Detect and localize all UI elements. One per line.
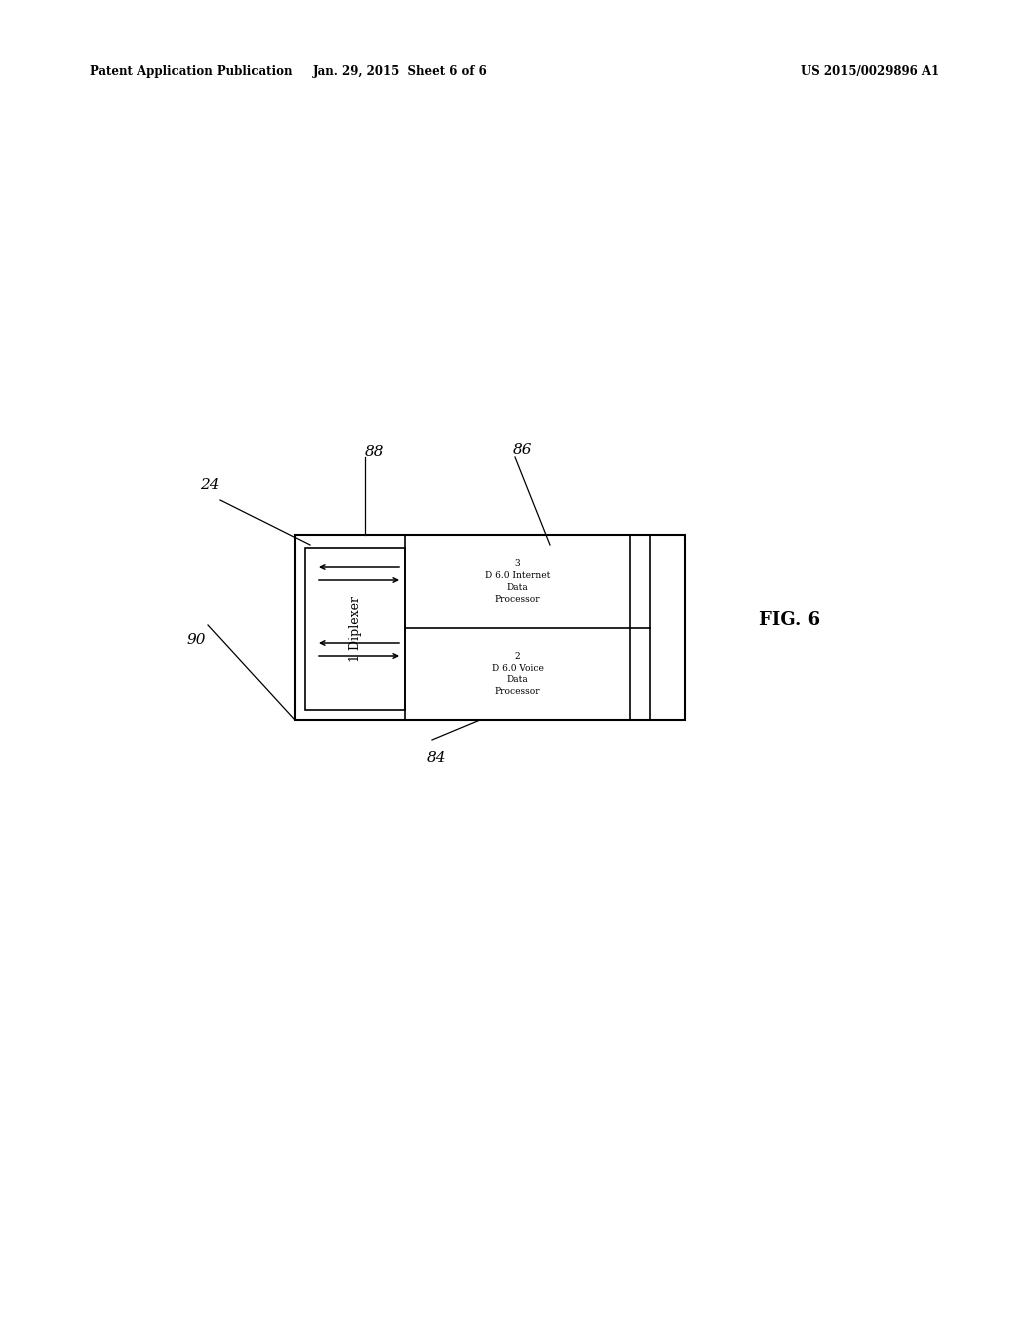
Bar xyxy=(305,548,406,710)
Text: US 2015/0029896 A1: US 2015/0029896 A1 xyxy=(801,66,939,78)
Text: 90: 90 xyxy=(186,634,206,647)
Text: 84: 84 xyxy=(427,751,446,766)
Text: 86: 86 xyxy=(513,444,532,457)
Text: 24: 24 xyxy=(201,478,220,492)
Text: Jan. 29, 2015  Sheet 6 of 6: Jan. 29, 2015 Sheet 6 of 6 xyxy=(312,66,487,78)
Text: 1 Diplexer: 1 Diplexer xyxy=(348,597,361,663)
Text: 3
D 6.0 Internet
Data
Processor: 3 D 6.0 Internet Data Processor xyxy=(484,560,550,603)
Text: 88: 88 xyxy=(366,445,385,459)
Text: FIG. 6: FIG. 6 xyxy=(760,611,820,630)
Bar xyxy=(295,535,685,719)
Text: 2
D 6.0 Voice
Data
Processor: 2 D 6.0 Voice Data Processor xyxy=(492,652,544,696)
Text: Patent Application Publication: Patent Application Publication xyxy=(90,66,293,78)
